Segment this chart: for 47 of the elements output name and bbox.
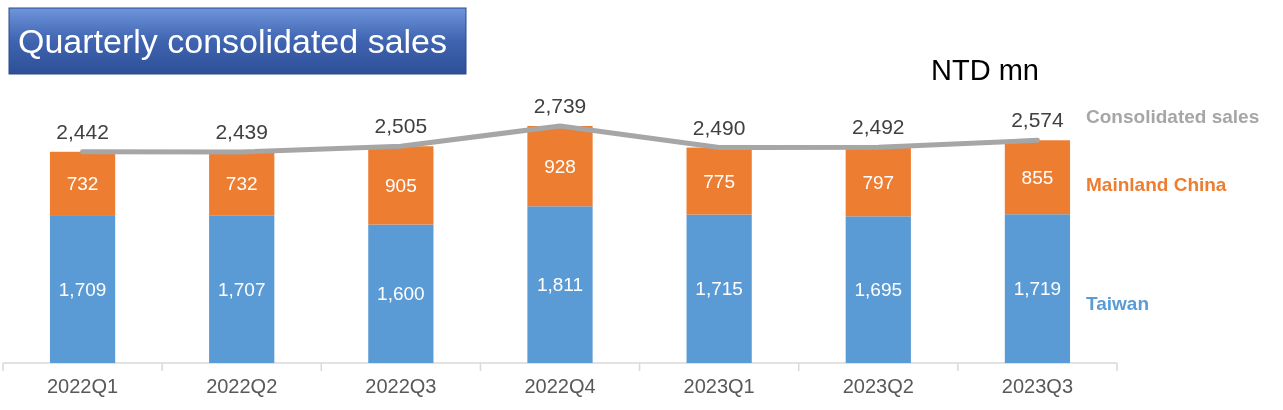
data-label: 775 xyxy=(703,170,735,192)
data-label: 928 xyxy=(544,155,576,177)
x-tick-label: 2022Q4 xyxy=(524,375,596,397)
data-label: 1,715 xyxy=(695,278,743,300)
data-label: 1,600 xyxy=(377,283,425,305)
text: Quarterly consolidated sales xyxy=(18,22,448,60)
data-label: 1,709 xyxy=(58,278,107,300)
x-tick-label: 2022Q2 xyxy=(206,375,278,397)
data-label: 905 xyxy=(385,175,417,197)
data-label: 1,695 xyxy=(854,279,903,301)
bar xyxy=(209,151,275,216)
bar xyxy=(845,216,911,363)
data-label: 2,442 xyxy=(56,119,109,143)
x-tick-label: 2023Q3 xyxy=(1001,375,1074,397)
data-label: 2,492 xyxy=(852,115,905,139)
bar xyxy=(845,147,911,217)
data-label: 1,719 xyxy=(1013,278,1062,300)
x-tick-label: 2023Q2 xyxy=(842,375,914,397)
series-label: Taiwan xyxy=(1086,293,1150,315)
bar xyxy=(368,224,434,363)
data-label: 2,439 xyxy=(215,119,268,143)
annotation: NTD mn xyxy=(931,54,1039,86)
data-label: 1,811 xyxy=(536,274,584,296)
bar xyxy=(527,206,593,363)
data-label: 2,505 xyxy=(374,114,428,138)
bar xyxy=(49,215,116,363)
bar xyxy=(1004,214,1071,363)
data-label: 797 xyxy=(862,171,895,193)
data-label: 2,574 xyxy=(1011,108,1065,132)
x-tick-label: 2022Q1 xyxy=(46,375,119,397)
x-tick-label: 2022Q3 xyxy=(365,375,437,397)
bar xyxy=(686,147,752,215)
bar xyxy=(368,146,434,225)
text: Consolidated sales xyxy=(1086,105,1260,127)
data-label: 1,707 xyxy=(217,278,266,300)
bar xyxy=(49,151,116,216)
data-label: 732 xyxy=(66,173,99,195)
data-label: 855 xyxy=(1021,166,1054,188)
data-label: 2,490 xyxy=(692,115,746,139)
bar xyxy=(686,214,752,363)
bar xyxy=(209,215,275,363)
series-label: Mainland China xyxy=(1086,174,1227,196)
bar xyxy=(1004,140,1071,215)
bar xyxy=(527,126,593,207)
data-label: 732 xyxy=(225,173,258,195)
x-tick-label: 2023Q1 xyxy=(683,375,755,397)
data-label: 2,739 xyxy=(533,94,587,117)
